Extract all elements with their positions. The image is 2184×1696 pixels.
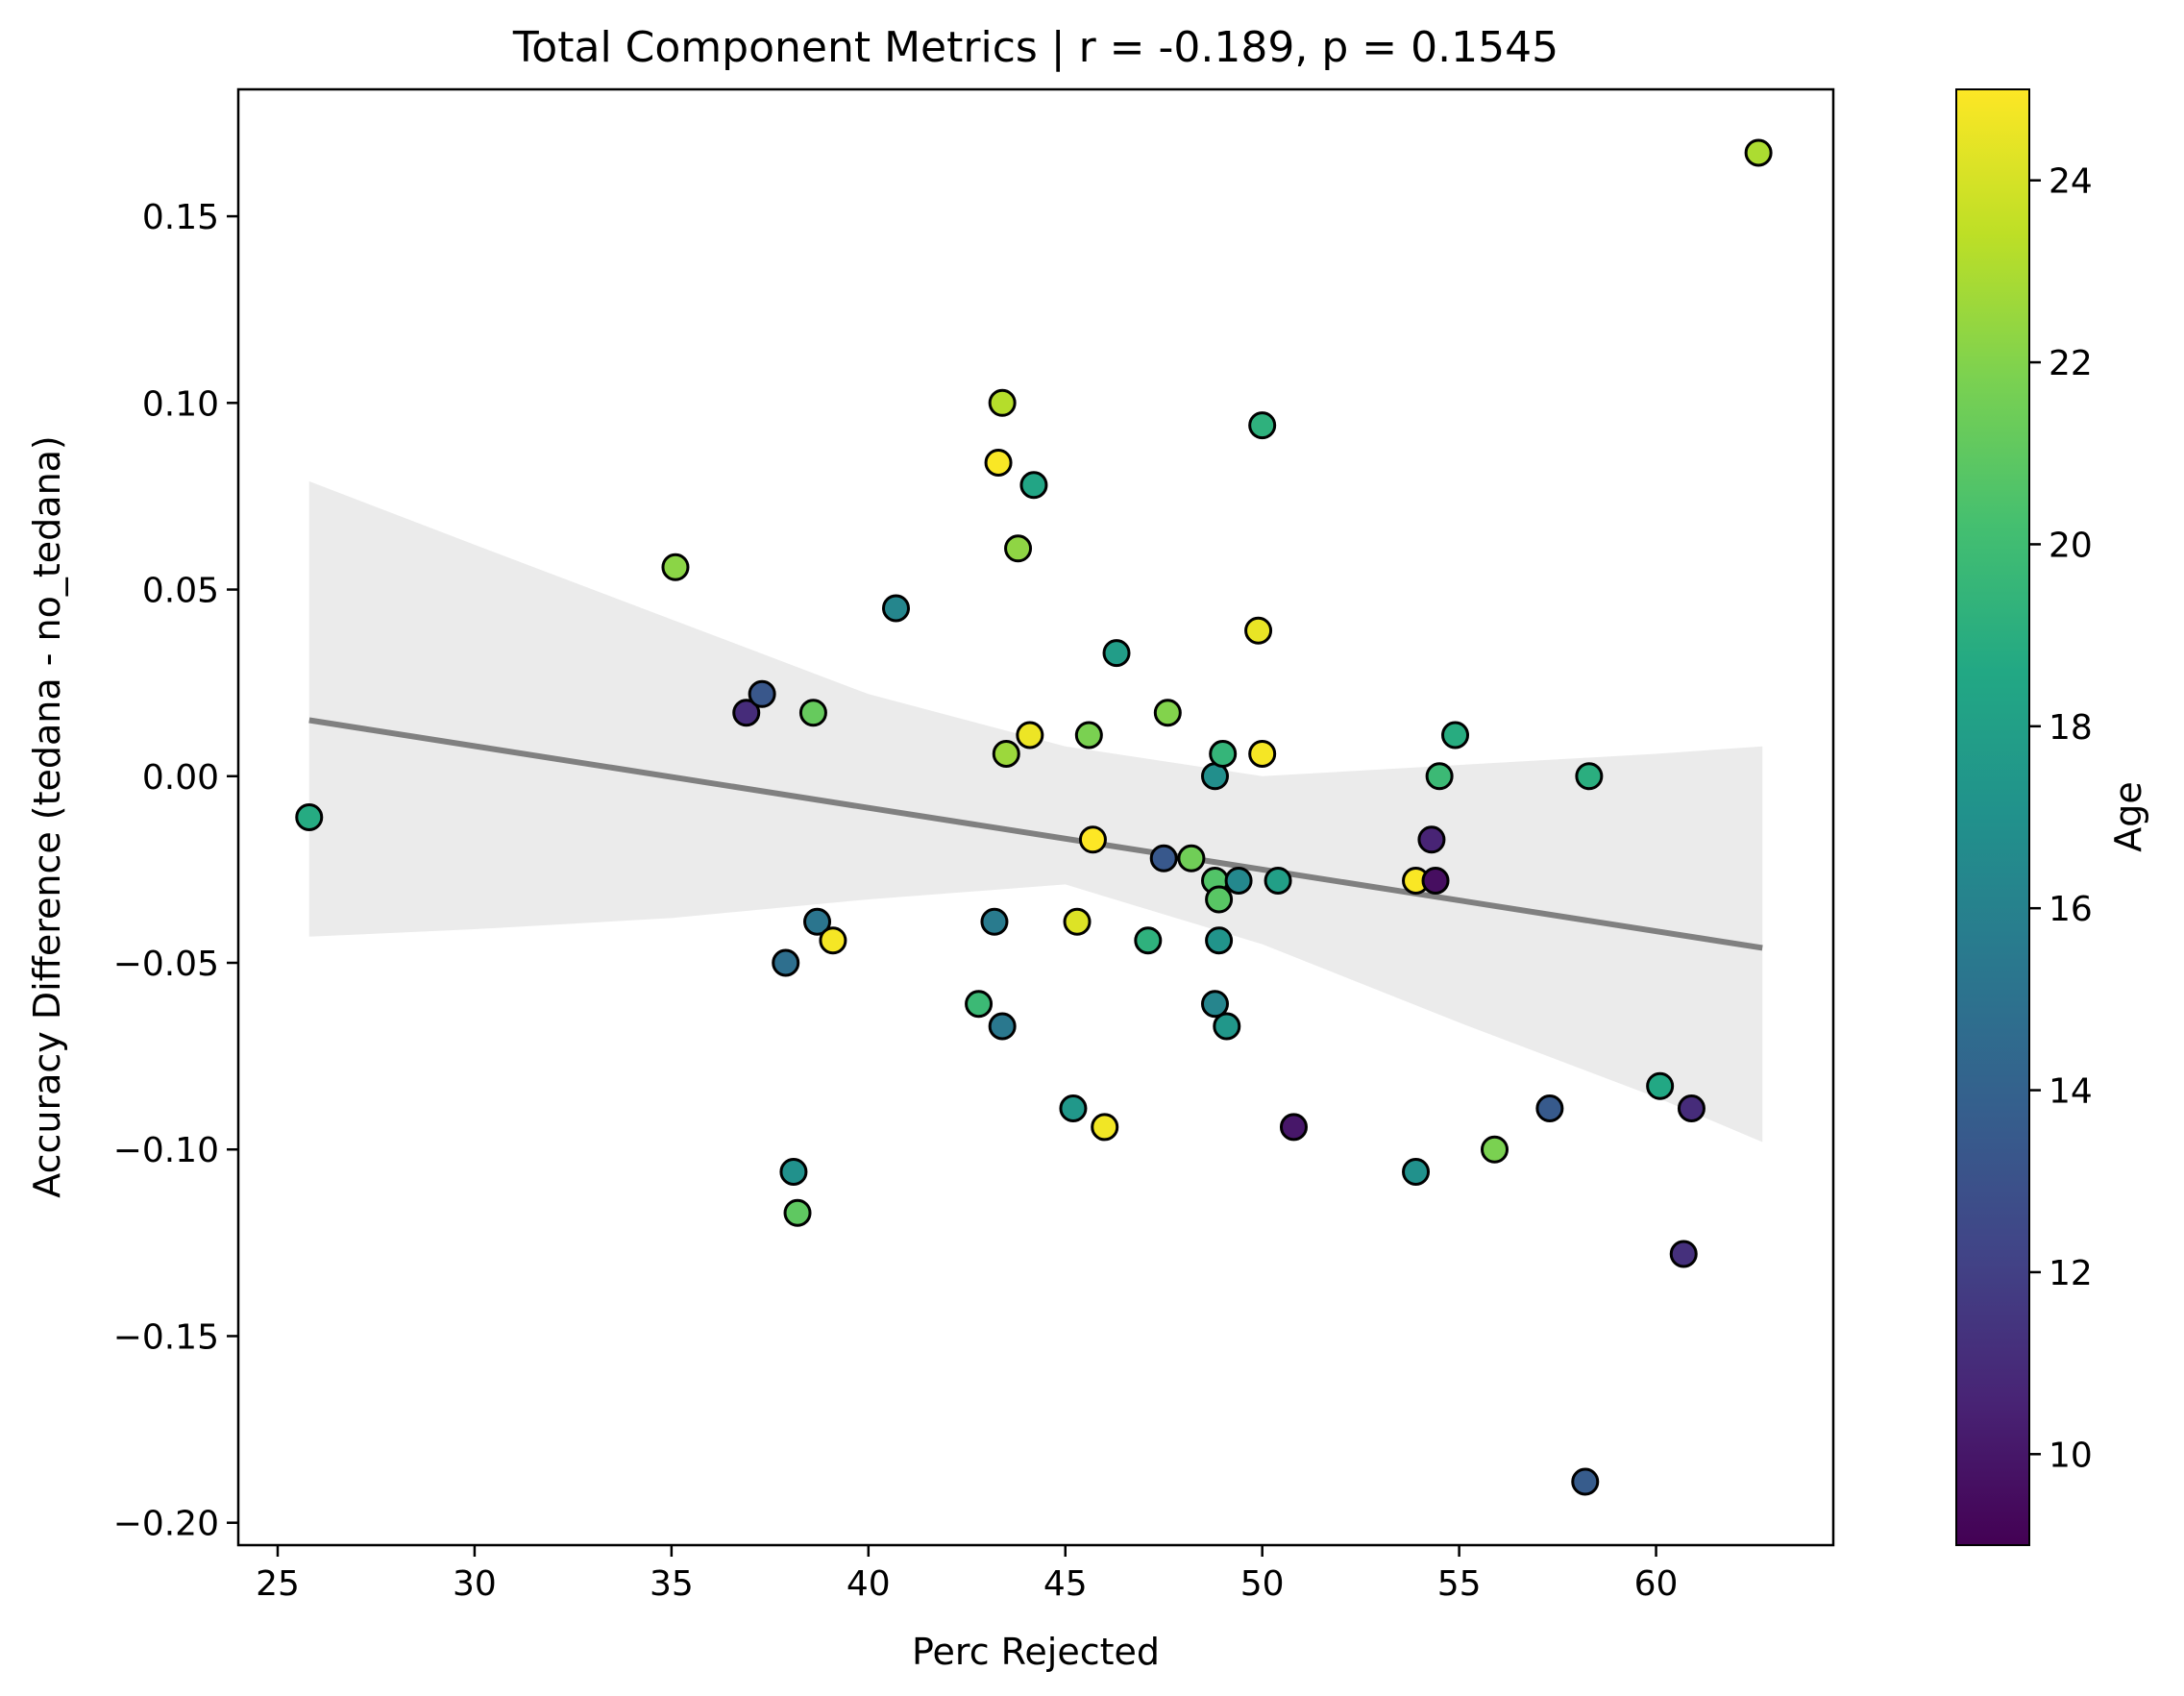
data-point — [783, 1198, 812, 1227]
data-point — [1677, 1094, 1705, 1122]
data-point — [965, 990, 994, 1019]
data-point — [1209, 739, 1238, 768]
data-point — [1744, 138, 1773, 167]
data-point — [1425, 762, 1454, 791]
data-point — [1279, 1113, 1308, 1142]
data-point — [798, 699, 827, 727]
data-point — [980, 907, 1009, 936]
colorbar — [1955, 88, 2030, 1546]
colorbar-tick-label: 12 — [2049, 1254, 2093, 1293]
data-point — [1177, 844, 1206, 873]
y-tick-label: −0.20 — [113, 1505, 219, 1544]
data-point — [295, 803, 324, 831]
colorbar-tick-label: 20 — [2049, 526, 2093, 565]
y-tick-label: −0.15 — [113, 1317, 219, 1357]
x-tick-label: 50 — [1240, 1564, 1285, 1604]
x-axis-ticks: 25 30 35 40 45 50 55 60 — [256, 1545, 1678, 1604]
colorbar-tick-label: 10 — [2049, 1436, 2093, 1475]
data-point — [1102, 639, 1131, 668]
data-point — [661, 553, 690, 581]
data-point — [1004, 534, 1033, 563]
colorbar-tick-label: 24 — [2049, 162, 2093, 202]
data-point — [992, 739, 1020, 768]
data-point — [779, 1158, 808, 1187]
colorbar-tick-label: 16 — [2049, 890, 2093, 929]
data-point — [881, 594, 910, 623]
y-tick-label: 0.00 — [142, 758, 219, 798]
data-point — [1205, 926, 1234, 955]
data-points — [295, 138, 1773, 1496]
data-point — [988, 1012, 1017, 1041]
data-point — [1091, 1113, 1119, 1142]
colorbar-tick-label: 14 — [2049, 1072, 2093, 1112]
y-tick-label: −0.05 — [113, 945, 219, 984]
colorbar-tick-label: 18 — [2049, 708, 2093, 748]
data-point — [1224, 867, 1253, 896]
plot-area-frame — [236, 87, 1835, 1547]
x-tick-label: 35 — [650, 1564, 694, 1604]
chart-title: Total Component Metrics | r = -0.189, p … — [512, 23, 1558, 72]
data-point — [1149, 844, 1178, 873]
data-point — [984, 448, 1013, 477]
colorbar-tick-label: 22 — [2049, 344, 2093, 383]
x-axis-label: Perc Rejected — [912, 1631, 1160, 1673]
data-point — [1059, 1094, 1088, 1122]
data-point — [1153, 699, 1182, 727]
x-tick-label: 45 — [1043, 1564, 1088, 1604]
data-point — [1019, 471, 1048, 500]
data-point — [1213, 1012, 1241, 1041]
confidence-band — [308, 480, 1763, 1143]
data-point — [1575, 762, 1604, 791]
data-point — [1016, 721, 1044, 750]
data-point — [1571, 1467, 1600, 1496]
y-tick-label: 0.10 — [142, 384, 219, 424]
y-tick-label: 0.15 — [142, 198, 219, 237]
data-point — [1244, 616, 1273, 645]
data-point — [732, 699, 761, 727]
data-point — [1074, 721, 1103, 750]
data-point — [819, 926, 847, 955]
data-point — [1205, 885, 1234, 914]
data-point — [1669, 1240, 1698, 1268]
data-point — [1078, 825, 1107, 854]
data-point — [1248, 411, 1277, 440]
x-tick-label: 40 — [847, 1564, 891, 1604]
regression-line — [308, 717, 1763, 951]
data-point — [1421, 867, 1450, 896]
y-tick-label: −0.10 — [113, 1131, 219, 1170]
data-point — [1200, 990, 1229, 1019]
data-point — [1417, 825, 1446, 854]
data-point — [748, 679, 776, 708]
data-point — [772, 948, 800, 977]
data-point — [1441, 721, 1470, 750]
x-tick-label: 60 — [1634, 1564, 1679, 1604]
data-point — [1481, 1135, 1509, 1164]
data-point — [1535, 1094, 1564, 1122]
confidence-band-area — [308, 480, 1763, 1143]
data-point — [988, 388, 1017, 417]
colorbar-ticks: 10 12 14 16 18 20 22 24 — [2029, 162, 2093, 1475]
x-tick-label: 25 — [256, 1564, 300, 1604]
data-point — [1646, 1071, 1675, 1100]
data-point — [1063, 907, 1092, 936]
y-tick-label: 0.05 — [142, 572, 219, 611]
data-point — [1134, 926, 1163, 955]
x-tick-label: 55 — [1437, 1564, 1482, 1604]
data-point — [1264, 867, 1292, 896]
y-axis-label: Accuracy Difference (tedana - no_tedana) — [26, 435, 68, 1198]
data-point — [803, 907, 832, 936]
x-tick-label: 30 — [453, 1564, 497, 1604]
y-axis-ticks: −0.20 −0.15 −0.10 −0.05 0.00 0.05 0.10 0.15 — [113, 198, 238, 1544]
colorbar-label: Age — [2107, 781, 2149, 852]
regression-line-stroke — [308, 717, 1763, 951]
data-point — [1248, 739, 1277, 768]
data-point — [1402, 1158, 1431, 1187]
